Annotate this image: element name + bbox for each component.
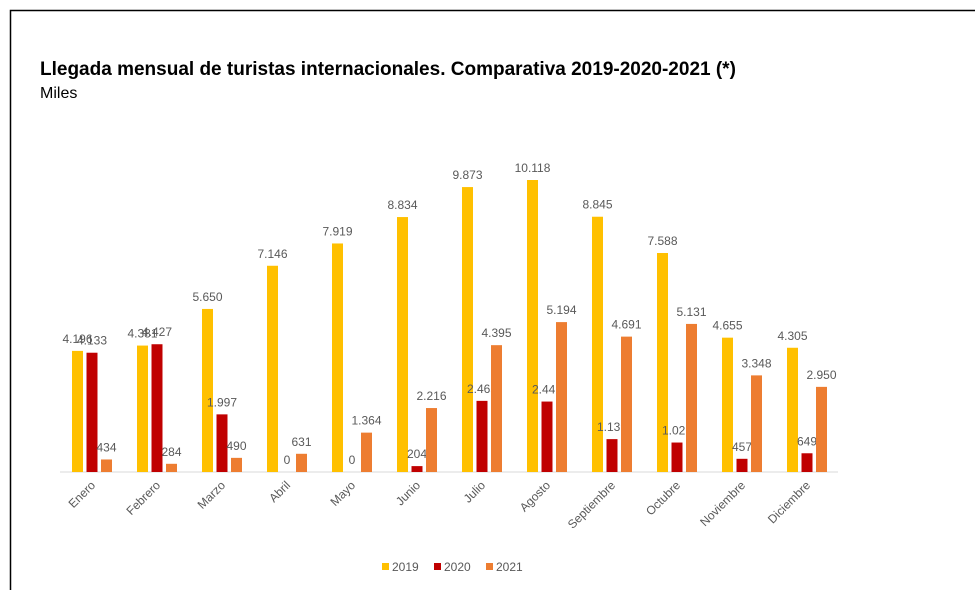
- value-label: 4.427: [142, 325, 172, 339]
- legend-label: 2021: [496, 560, 523, 574]
- bar: [397, 217, 408, 472]
- value-label: 5.650: [192, 290, 222, 304]
- bar: [476, 400, 488, 472]
- bar: [527, 180, 538, 472]
- value-label: 4.691: [611, 318, 641, 332]
- legend-swatch: [382, 563, 389, 570]
- bar: [686, 323, 697, 472]
- bar: [722, 337, 733, 472]
- value-label: 8.845: [582, 198, 612, 212]
- value-label: 7.919: [322, 224, 352, 238]
- value-label: 2.465: [467, 382, 497, 396]
- value-label: 7.146: [257, 247, 287, 261]
- bar: [816, 386, 827, 472]
- value-label: 0: [284, 453, 291, 467]
- value-label: 8.834: [387, 198, 417, 212]
- bar: [216, 414, 228, 472]
- value-label: 1.139: [597, 420, 627, 434]
- value-label: 434: [96, 440, 116, 454]
- bar: [166, 463, 177, 472]
- bar: [671, 442, 683, 472]
- bar: [202, 308, 213, 472]
- bar: [411, 466, 423, 472]
- value-label: 2.441: [532, 383, 562, 397]
- value-label: 4.381: [127, 327, 157, 341]
- value-label: 0: [349, 453, 356, 467]
- value-label: 1.021: [662, 424, 692, 438]
- value-label: 1.997: [207, 395, 237, 409]
- value-label: 7.588: [647, 234, 677, 248]
- value-label: 4.305: [777, 329, 807, 343]
- legend-label: 2020: [444, 560, 471, 574]
- bar: [751, 375, 762, 472]
- value-label: 649: [797, 434, 817, 448]
- legend-swatch: [486, 563, 493, 570]
- value-label: 3.348: [741, 356, 771, 370]
- value-label: 5.194: [546, 303, 576, 317]
- bar: [296, 453, 307, 472]
- value-label: 2.216: [416, 389, 446, 403]
- value-label: 457: [732, 440, 752, 454]
- bar: [361, 432, 372, 472]
- value-label: 4.196: [62, 332, 92, 346]
- bar: [787, 347, 798, 472]
- bar: [606, 439, 618, 472]
- value-label: 1.364: [351, 414, 381, 428]
- chart-subtitle: Miles: [40, 85, 77, 102]
- bar: [462, 187, 473, 473]
- legend-swatch: [434, 563, 441, 570]
- value-label: 9.873: [452, 168, 482, 182]
- value-label: 631: [291, 435, 311, 449]
- bar: [556, 322, 567, 472]
- value-label: 2.950: [806, 368, 836, 382]
- bar: [426, 408, 437, 472]
- value-label: 10.118: [515, 161, 551, 175]
- bar: [72, 350, 83, 472]
- value-label: 204: [407, 447, 427, 461]
- chart-title: Llegada mensual de turistas internaciona…: [40, 59, 736, 80]
- bar: [541, 401, 553, 472]
- bar: [86, 352, 98, 472]
- value-label: 4.395: [481, 326, 511, 340]
- bar: [137, 345, 148, 472]
- bar: [657, 253, 668, 472]
- bar: [332, 243, 343, 472]
- bar: [231, 457, 242, 472]
- bar: [267, 265, 278, 472]
- value-label: 4.133: [77, 334, 107, 348]
- frame: [9, 9, 975, 590]
- value-label: 4.655: [712, 319, 742, 333]
- bar: [101, 459, 112, 472]
- bar: [801, 453, 813, 472]
- bar: [592, 216, 603, 472]
- bar: [736, 458, 748, 472]
- bar: [621, 336, 632, 472]
- bar: [151, 344, 163, 472]
- value-label: 284: [161, 445, 181, 459]
- bar: [491, 345, 502, 472]
- value-label: 490: [226, 439, 246, 453]
- value-label: 5.131: [676, 305, 706, 319]
- legend-label: 2019: [392, 560, 419, 574]
